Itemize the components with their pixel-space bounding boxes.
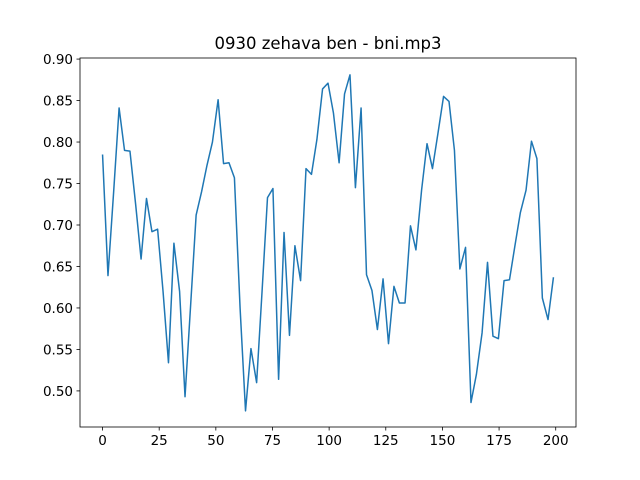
axes-frame [79,57,577,428]
x-tick-label: 125 [373,433,399,449]
x-tick-label: 75 [264,433,281,449]
y-tick-label: 0.80 [43,135,73,151]
x-tick-label: 50 [207,433,224,449]
x-tick-label: 150 [430,433,456,449]
y-tick-label: 0.50 [43,384,73,400]
x-tick-label: 100 [316,433,342,449]
chart-title: 0930 zehava ben - bni.mp3 [214,34,441,53]
x-tick-label: 200 [543,433,569,449]
data-line [101,74,555,412]
y-tick-label: 0.90 [43,52,73,68]
x-tick-label: 25 [151,433,168,449]
x-tick-label: 0 [98,433,107,449]
y-tick-label: 0.60 [43,301,73,317]
x-tick-label: 175 [486,433,512,449]
y-tick-label: 0.65 [43,259,73,275]
y-tick-label: 0.70 [43,218,73,234]
y-tick-label: 0.85 [43,94,73,110]
y-tick-label: 0.75 [43,177,73,193]
y-tick-label: 0.55 [43,342,73,358]
